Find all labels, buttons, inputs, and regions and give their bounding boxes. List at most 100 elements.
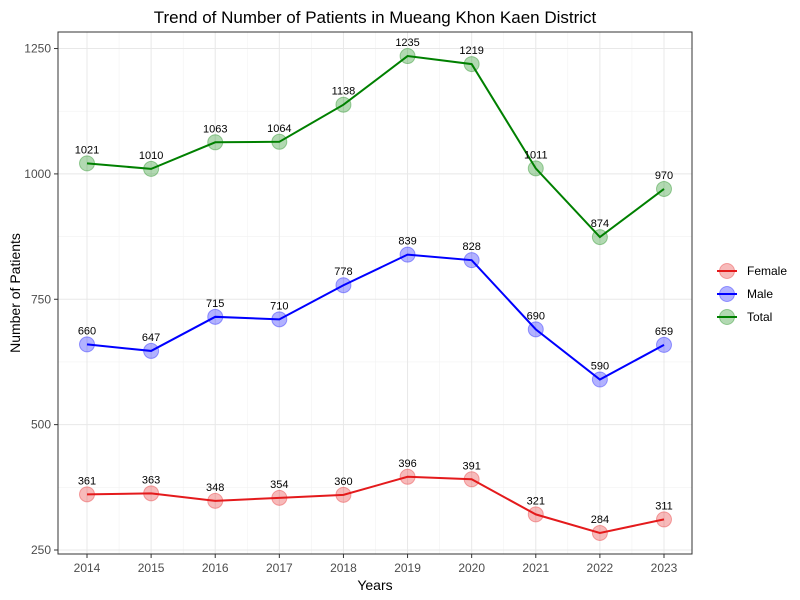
- x-tick-label: 2021: [522, 561, 549, 575]
- data-point-female: [527, 506, 544, 523]
- y-tick-label: 1000: [24, 167, 51, 181]
- data-label-total: 1064: [267, 123, 291, 135]
- data-point-male: [591, 371, 608, 388]
- chart-title: Trend of Number of Patients in Mueang Kh…: [154, 8, 597, 27]
- data-label-total: 970: [655, 170, 673, 182]
- data-point-total: [656, 180, 672, 197]
- data-label-male: 647: [142, 332, 160, 344]
- data-point-total: [399, 48, 416, 65]
- x-tick-label: 2023: [651, 561, 678, 575]
- y-tick-label: 750: [31, 292, 51, 306]
- data-label-female: 284: [591, 514, 609, 526]
- data-label-total: 1138: [332, 86, 356, 98]
- data-label-female: 311: [655, 500, 673, 512]
- series-female: 361 363 348 354 360 396 391 321 284 311: [78, 458, 673, 541]
- data-label-female: 354: [270, 479, 288, 491]
- legend-label-male: Male: [747, 287, 773, 301]
- legend-label-female: Female: [747, 264, 787, 278]
- plot-panel-background: [58, 32, 692, 554]
- grid-lines: [58, 32, 692, 554]
- x-tick-label: 2018: [330, 561, 357, 575]
- x-tick-label: 2020: [458, 561, 485, 575]
- data-label-female: 396: [398, 458, 416, 470]
- data-label-male: 660: [78, 325, 96, 337]
- legend-key-total: [719, 309, 735, 325]
- data-point-male: [527, 321, 544, 338]
- data-point-total: [463, 56, 480, 73]
- series-layer: 361 363 348 354 360 396 391 321 284 311 660 647 715 7…: [75, 37, 673, 541]
- data-label-female: 321: [527, 495, 545, 507]
- legend-key-male: [719, 286, 735, 302]
- axes: 250 500 750 1000 1250 2014 2015 2016 2017 2018 201…: [24, 42, 677, 575]
- data-point-female: [79, 486, 95, 503]
- data-label-male: 659: [655, 326, 673, 338]
- legend-label-total: Total: [747, 310, 772, 324]
- data-point-total: [207, 134, 224, 151]
- data-point-male: [463, 252, 480, 269]
- data-label-male: 778: [334, 266, 352, 278]
- y-tick-label: 500: [31, 418, 51, 432]
- data-point-total: [79, 155, 95, 172]
- data-point-male: [656, 336, 672, 353]
- x-tick-label: 2015: [138, 561, 165, 575]
- x-tick-label: 2017: [266, 561, 293, 575]
- data-label-male: 590: [591, 361, 609, 373]
- data-point-male: [207, 308, 224, 325]
- series-line-total: [86, 55, 665, 239]
- x-axis-title: Years: [357, 577, 392, 593]
- data-label-total: 1010: [139, 150, 163, 162]
- data-point-male: [399, 246, 416, 263]
- data-point-total: [335, 96, 352, 113]
- data-point-female: [207, 492, 224, 509]
- x-tick-label: 2019: [394, 561, 421, 575]
- data-label-male: 828: [462, 241, 480, 253]
- data-point-female: [143, 485, 160, 502]
- series-total: 1021 1010 1063 1064 1138 1235 1219 1011 874 970: [75, 37, 673, 246]
- data-label-female: 361: [78, 475, 96, 487]
- data-label-male: 690: [527, 310, 545, 322]
- data-point-female: [399, 468, 416, 485]
- data-label-female: 360: [334, 476, 352, 488]
- data-label-male: 710: [270, 300, 288, 312]
- x-tick-label: 2014: [74, 561, 101, 575]
- data-point-total: [271, 133, 288, 150]
- data-point-female: [591, 524, 608, 541]
- data-point-female: [656, 511, 672, 528]
- data-label-total: 1021: [75, 144, 99, 156]
- data-label-male: 715: [206, 298, 224, 310]
- data-point-male: [271, 311, 288, 328]
- data-label-total: 874: [591, 218, 609, 230]
- data-point-total: [591, 229, 608, 246]
- data-point-female: [335, 486, 352, 503]
- legend-key-female: [719, 263, 735, 279]
- data-label-female: 391: [462, 460, 480, 472]
- plot-panel-border: [57, 31, 693, 555]
- data-point-male: [335, 277, 352, 294]
- x-tick-label: 2022: [587, 561, 614, 575]
- data-point-total: [143, 160, 160, 177]
- y-axis-title: Number of Patients: [7, 233, 23, 353]
- y-tick-label: 1250: [24, 42, 51, 56]
- data-label-total: 1011: [524, 149, 548, 161]
- data-point-male: [143, 342, 160, 359]
- data-label-male: 839: [398, 236, 416, 248]
- legend-item-female: Female: [717, 263, 787, 279]
- data-point-total: [527, 160, 544, 177]
- y-tick-label: 250: [31, 543, 51, 557]
- data-point-female: [271, 489, 288, 506]
- data-label-total: 1235: [395, 37, 419, 49]
- series-line-male: [86, 253, 665, 381]
- data-label-total: 1219: [459, 45, 483, 57]
- data-label-total: 1063: [203, 123, 227, 135]
- data-point-female: [463, 471, 480, 488]
- data-label-female: 348: [206, 482, 224, 494]
- data-point-male: [79, 336, 95, 353]
- legend-item-male: Male: [717, 286, 773, 302]
- data-label-female: 363: [142, 474, 160, 486]
- series-line-female: [86, 475, 665, 534]
- legend: Female Male Total: [717, 263, 787, 325]
- x-tick-label: 2016: [202, 561, 229, 575]
- legend-item-total: Total: [717, 309, 772, 325]
